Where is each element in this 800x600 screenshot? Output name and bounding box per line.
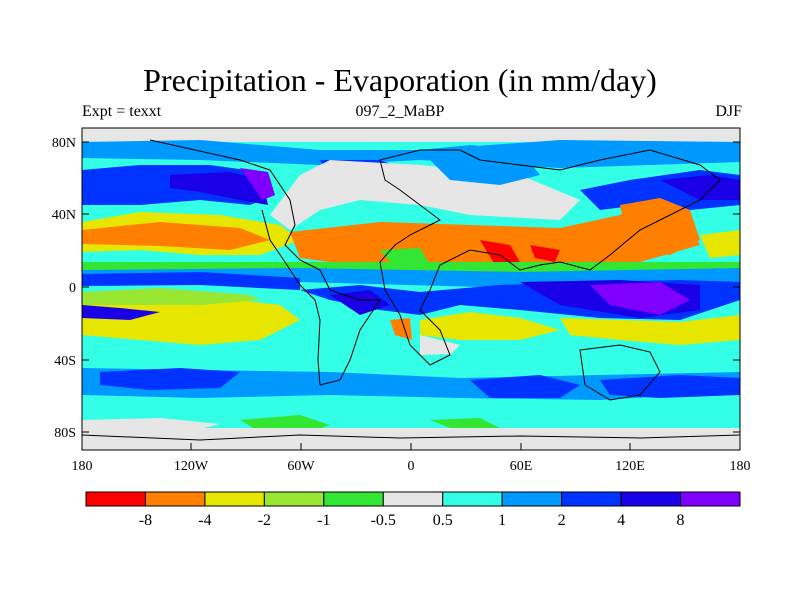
field-nwpacific-core [660, 175, 740, 200]
y-tick-label: 0 [69, 281, 76, 296]
field-itcz-pacific [82, 272, 300, 290]
field-china-orange [620, 198, 700, 255]
americas-coast [149, 139, 381, 386]
field-eq-green [82, 262, 740, 272]
y-tick-label: 40S [54, 354, 76, 369]
field-antarctica-grey [82, 428, 740, 450]
y-tick-label: 80S [54, 426, 76, 441]
x-tick-label: 120W [174, 459, 209, 474]
y-tick-labels: 80N 40N 0 40S 80S [52, 136, 76, 441]
x-tick-labels: 180 120W 60W 0 60E 120E 180 [72, 459, 751, 474]
coastlines [82, 139, 740, 441]
field-arctic-band [82, 128, 740, 142]
colorbar-swatch [204, 491, 265, 507]
map-field [82, 128, 740, 450]
field-amazon-darkblue [330, 290, 390, 315]
field-southern-ocean-blue-1 [100, 368, 240, 390]
eurasia-africa-coast [379, 149, 721, 366]
colorbar-swatch [561, 491, 622, 507]
field-australia-yellow [560, 315, 740, 345]
x-tick-label: 180 [72, 459, 93, 474]
colorbar-label: 1 [498, 512, 506, 529]
field-siberia-blue [420, 145, 540, 185]
field-spacific-yellow [82, 295, 300, 345]
field-sindian-yellow [420, 312, 560, 340]
x-tick-label: 60W [287, 459, 315, 474]
field-pacific-storm-core [170, 172, 268, 205]
page-title: Precipitation - Evaporation (in mm/day) [143, 62, 657, 98]
tick-marks [81, 141, 741, 450]
field-southern-ocean-blue-3 [600, 375, 740, 398]
y-tick-label: 80N [52, 136, 76, 151]
colorbar-swatch [263, 491, 325, 507]
colorbar-swatch [323, 491, 384, 507]
field-spacific-lightgreen [82, 288, 260, 305]
field-east-yellow [700, 230, 740, 258]
colorbar-label: 8 [677, 512, 685, 529]
field-south-cyan [82, 340, 740, 372]
x-tick-label: 0 [408, 459, 415, 474]
colorbar-label: -1 [317, 512, 330, 529]
colorbar-swatch [382, 491, 444, 507]
colorbar: -8 -4 -2 -1 -0.5 0.5 1 2 4 8 [85, 491, 741, 529]
colorbar-label: -2 [258, 512, 271, 529]
field-npacific-orange [82, 222, 270, 250]
field-arctic-blue [82, 140, 740, 168]
field-southern-ocean-light [82, 368, 740, 400]
colorbar-label: 0.5 [433, 512, 453, 529]
x-tick-label: 60E [510, 459, 533, 474]
x-tick-label: 120E [615, 459, 645, 474]
field-indonesia-purple [590, 282, 690, 315]
x-tick-label: 180 [730, 459, 751, 474]
colorbar-swatch [442, 491, 503, 507]
field-southern-ocean-blue-2 [470, 375, 580, 398]
field-pacific-purple [240, 168, 275, 200]
colorbar-swatch [501, 491, 563, 507]
colorbar-label: -8 [139, 512, 152, 529]
field-persia-red [530, 245, 560, 262]
y-tick-label: 40N [52, 208, 76, 223]
colorbar-label: -0.5 [371, 512, 396, 529]
field-spcz-darkblue [82, 305, 160, 320]
colorbar-swatch [144, 491, 206, 507]
australia-coast [579, 344, 661, 401]
experiment-label: Expt = texxt [82, 103, 162, 120]
colorbar-swatch [85, 491, 146, 507]
season-label: DJF [715, 103, 742, 120]
colorbar-swatch [620, 491, 682, 507]
colorbar-label: 4 [617, 512, 625, 529]
colorbar-swatch [680, 491, 741, 507]
subtitle: 097_2_MaBP [355, 103, 445, 120]
field-antarctic-coast-grey [82, 418, 220, 434]
field-arabia-red [480, 240, 520, 265]
colorbar-label: -4 [198, 512, 211, 529]
colorbar-label: 2 [558, 512, 566, 529]
antarctica-coast [82, 434, 740, 441]
